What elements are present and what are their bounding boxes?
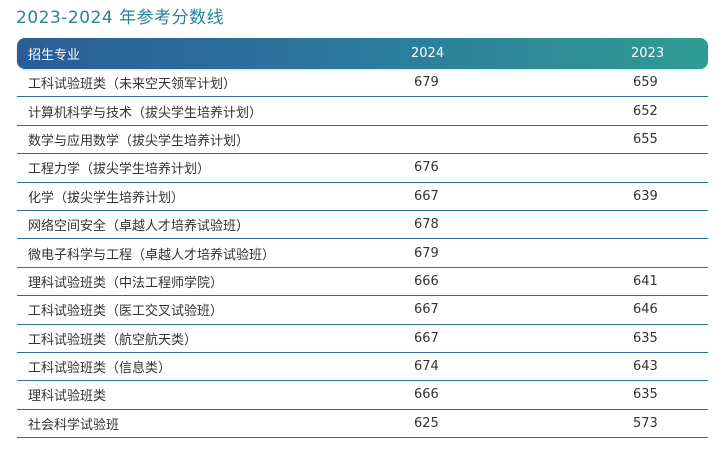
table-row: 数学与应用数学（拔尖学生培养计划） 655 [17,126,708,155]
table-row: 工科试验班类（未来空天领军计划） 679 659 [17,69,708,98]
score-2024-cell: 678 [414,217,439,233]
table-row: 理科试验班类 666 635 [17,381,708,410]
major-cell: 社会科学试验班 [28,417,120,433]
table-row: 工科试验班类（航空航天类） 667 635 [17,325,708,353]
major-cell: 数学与应用数学（拔尖学生培养计划） [28,133,250,149]
score-2023-cell: 639 [633,188,658,204]
score-table: 招生专业 2024 2023 工科试验班类（未来空天领军计划） 679 659 计算机… [17,38,708,439]
score-2024-cell: 679 [414,75,439,91]
score-2023-cell: 646 [633,302,658,318]
table-row: 工科试验班类（医工交叉试验班） 667 646 [17,296,708,325]
page-title: 2023-2024 年参考分数线 [16,8,225,28]
header-2024: 2024 [411,46,445,61]
score-2023-cell: 643 [633,359,658,375]
score-2023-cell: 641 [633,273,658,289]
score-2024-cell: 666 [414,387,439,403]
table-row: 工科试验班类（信息类） 674 643 [17,353,708,382]
header-2023: 2023 [631,46,665,61]
major-cell: 网络空间安全（卓越人才培养试验班） [28,219,250,235]
score-2024-cell: 667 [414,302,439,318]
major-cell: 微电子科学与工程（卓越人才培养试验班） [28,247,276,263]
table-row: 工程力学（拔尖学生培养计划） 676 [17,154,708,183]
score-2023-cell: 635 [633,387,658,403]
score-2023-cell: 573 [633,415,658,431]
table-header: 招生专业 2024 2023 [17,38,708,69]
table-row: 理科试验班类（中法工程师学院） 666 641 [17,268,708,297]
major-cell: 工科试验班类（医工交叉试验班） [28,304,224,320]
table-row: 社会科学试验班 625 573 [17,410,708,439]
score-2024-cell: 674 [414,359,439,375]
score-2023-cell: 652 [633,103,658,119]
table-body: 工科试验班类（未来空天领军计划） 679 659 计算机科学与技术（拔尖学生培养计划）… [17,69,708,439]
major-cell: 理科试验班类（中法工程师学院） [28,275,224,291]
score-2024-cell: 679 [414,245,439,261]
major-cell: 工科试验班类（未来空天领军计划） [28,77,237,93]
table-row: 计算机科学与技术（拔尖学生培养计划） 652 [17,97,708,126]
major-cell: 工科试验班类（信息类） [28,361,172,377]
score-2024-cell: 667 [414,330,439,346]
score-2024-cell: 666 [414,273,439,289]
table-row: 网络空间安全（卓越人才培养试验班） 678 [17,211,708,240]
header-major: 招生专业 [28,48,81,63]
major-cell: 化学（拔尖学生培养计划） [28,190,185,206]
score-2024-cell: 676 [414,160,439,176]
table-row: 化学（拔尖学生培养计划） 667 639 [17,183,708,211]
score-2023-cell: 655 [633,131,658,147]
major-cell: 计算机科学与技术（拔尖学生培养计划） [28,105,263,121]
score-2023-cell: 635 [633,330,658,346]
score-2023-cell: 659 [633,75,658,91]
score-2024-cell: 667 [414,188,439,204]
major-cell: 工科试验班类（航空航天类） [28,332,198,348]
score-2024-cell: 625 [414,415,439,431]
major-cell: 理科试验班类 [28,389,107,405]
table-row: 微电子科学与工程（卓越人才培养试验班） 679 [17,239,708,268]
major-cell: 工程力学（拔尖学生培养计划） [28,162,211,178]
